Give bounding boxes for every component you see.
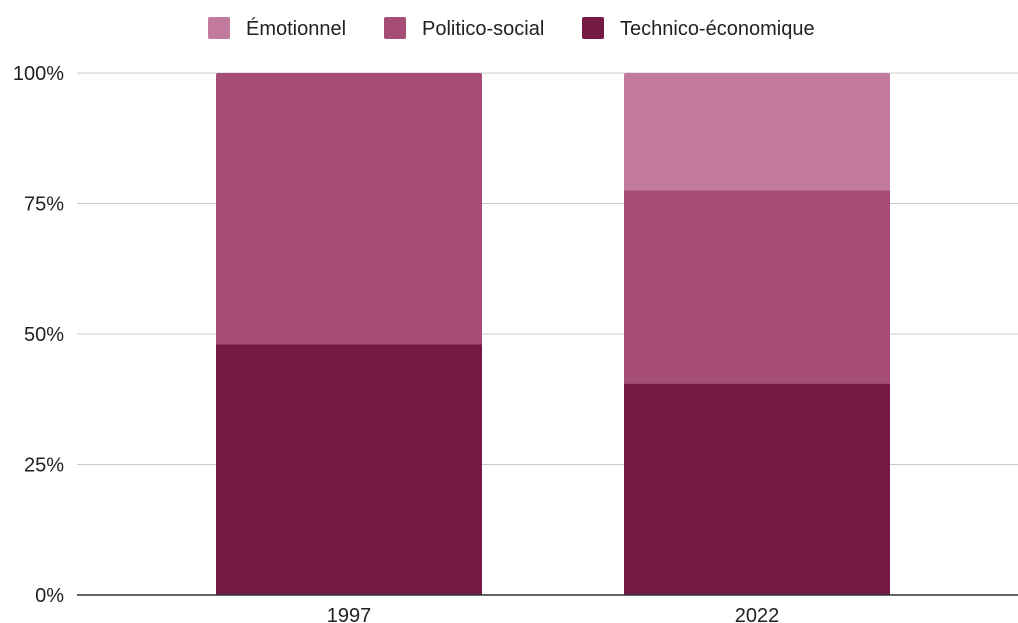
legend-swatch <box>384 17 406 39</box>
y-tick-label: 0% <box>35 585 64 607</box>
x-tick-label: 1997 <box>327 605 372 623</box>
y-tick-label: 100% <box>13 63 64 85</box>
legend-label: Émotionnel <box>246 17 346 40</box>
bar-2022-emotionnel <box>624 73 890 191</box>
bar-2022-politico-social <box>624 190 890 384</box>
bars <box>216 73 890 595</box>
y-tick-label: 50% <box>24 324 64 346</box>
legend-swatch <box>582 17 604 39</box>
bar-1997-politico-social <box>216 73 482 345</box>
y-tick-label: 25% <box>24 455 64 477</box>
x-tick-label: 2022 <box>735 605 780 623</box>
bar-2022-technico-economique <box>624 383 890 595</box>
legend-label: Politico-social <box>422 18 544 40</box>
bar-1997-technico-economique <box>216 344 482 595</box>
legend-label: Technico-économique <box>620 18 815 40</box>
axes: 0% 25% 50% 75% 100% 1997 2022 <box>13 63 1018 623</box>
y-tick-label: 75% <box>24 194 64 216</box>
legend-swatch <box>208 17 230 39</box>
legend: Émotionnel Politico-social Technico-économ… <box>208 17 815 40</box>
